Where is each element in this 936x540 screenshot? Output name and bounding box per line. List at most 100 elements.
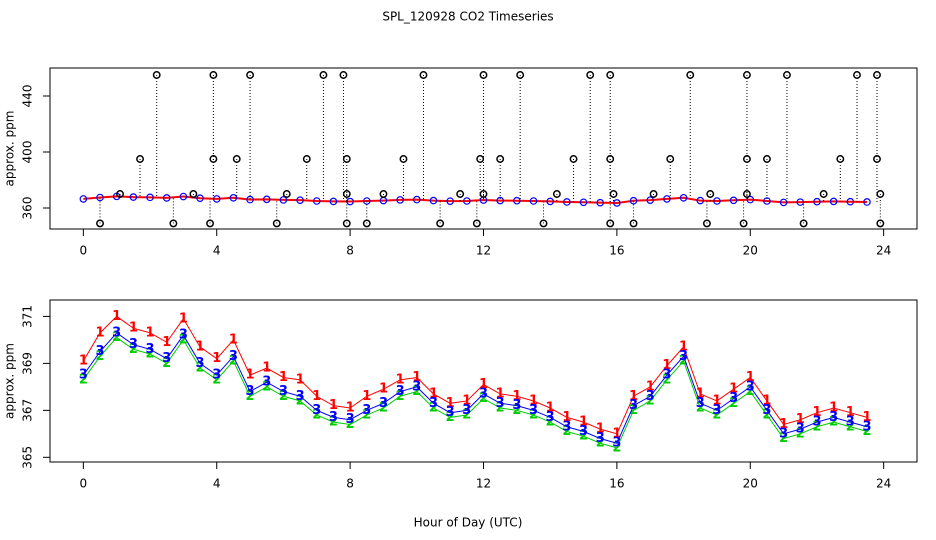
point-marker: 3 (579, 424, 588, 439)
point-marker: 2 (329, 415, 338, 430)
point (446, 197, 454, 205)
spike-point (702, 219, 711, 228)
point-marker: 1 (346, 401, 355, 416)
spike-point (873, 71, 881, 79)
point-marker: 3 (512, 398, 521, 413)
spike-point (206, 219, 215, 228)
point-marker: 1 (179, 311, 188, 326)
point-marker: 1 (446, 396, 455, 411)
point-marker: 3 (812, 415, 821, 430)
point-marker: 3 (729, 391, 738, 406)
point-marker: 1 (196, 339, 205, 354)
point-marker: 3 (412, 379, 421, 394)
point-marker: 3 (95, 344, 104, 359)
point-marker: 3 (329, 410, 338, 425)
point-marker: 1 (829, 401, 838, 416)
point-marker: 1 (329, 398, 338, 413)
spike-point (246, 71, 255, 79)
spike-point (606, 71, 615, 79)
spike-point (686, 71, 695, 79)
spike-point (319, 71, 328, 79)
spike-point (342, 219, 351, 228)
point-marker: 2 (262, 379, 271, 394)
point-marker: 1 (729, 382, 738, 397)
point-marker: 3 (846, 415, 855, 430)
point-marker: 1 (146, 325, 155, 340)
point-marker: 2 (496, 401, 505, 416)
spike-point (399, 155, 408, 163)
point (179, 192, 188, 201)
point-marker: 3 (762, 403, 771, 418)
point-marker: 1 (746, 370, 755, 385)
spike-point (742, 71, 751, 79)
point-marker: 1 (362, 389, 371, 404)
point-marker: 3 (112, 325, 121, 340)
point-marker: 1 (596, 422, 605, 437)
point-marker: 2 (746, 384, 755, 399)
x-tick-label: 16 (609, 244, 624, 258)
point (329, 197, 338, 206)
point-marker: 2 (562, 424, 571, 439)
point-marker: 2 (479, 391, 488, 406)
spike-point (649, 190, 658, 198)
y-tick-label: 367 (21, 399, 35, 422)
spike-point (783, 71, 791, 79)
point-marker: 1 (312, 389, 321, 404)
point-marker: 3 (746, 379, 755, 394)
point (96, 193, 104, 202)
point (463, 197, 471, 205)
spike-point (629, 219, 638, 228)
x-tick-label: 16 (609, 477, 624, 491)
point (79, 195, 88, 203)
point (279, 196, 288, 204)
point-marker: 3 (396, 384, 405, 399)
spike-point (552, 190, 561, 198)
point-marker: 3 (246, 384, 255, 399)
point-marker: 2 (179, 332, 188, 347)
spike-point (762, 155, 771, 163)
point-marker: 3 (712, 403, 721, 418)
spike-point (666, 155, 675, 163)
series-line (82, 315, 868, 435)
y-axis-label: approx. ppm (3, 111, 17, 187)
point-marker: 1 (412, 370, 421, 385)
spike-point (232, 155, 241, 163)
point-marker: 2 (346, 417, 355, 432)
spike-point (799, 219, 808, 228)
point (196, 194, 204, 203)
spike-point (876, 219, 885, 228)
point-marker: 1 (712, 393, 721, 408)
point-marker: 3 (262, 375, 271, 390)
spike-point (96, 219, 104, 228)
point-marker: 1 (629, 389, 638, 404)
point-marker: 1 (162, 335, 171, 350)
point-marker: 2 (662, 372, 671, 387)
point-marker: 1 (212, 351, 221, 366)
point-marker: 2 (396, 389, 405, 404)
point-marker: 3 (296, 389, 305, 404)
spike-point (209, 155, 218, 163)
point (162, 194, 171, 202)
point-marker: 2 (412, 384, 421, 399)
point-marker: 2 (846, 419, 855, 434)
point (863, 198, 871, 206)
point (579, 198, 588, 207)
point (846, 197, 855, 206)
point-marker: 3 (796, 422, 805, 437)
point-marker: 2 (762, 408, 771, 423)
point (513, 196, 521, 205)
spike-point (282, 190, 291, 198)
point-marker: 2 (862, 424, 871, 439)
y-tick-label: 369 (21, 352, 35, 375)
point-marker: 3 (546, 410, 555, 425)
point (312, 197, 321, 205)
spike-point (853, 71, 861, 79)
point (829, 197, 838, 206)
point-marker: 3 (179, 328, 188, 343)
x-tick-label: 8 (346, 244, 354, 258)
point (246, 195, 254, 204)
spike-point (472, 219, 481, 228)
point-marker: 2 (712, 408, 721, 423)
point-marker: 2 (812, 419, 821, 434)
point-marker: 2 (679, 354, 688, 369)
